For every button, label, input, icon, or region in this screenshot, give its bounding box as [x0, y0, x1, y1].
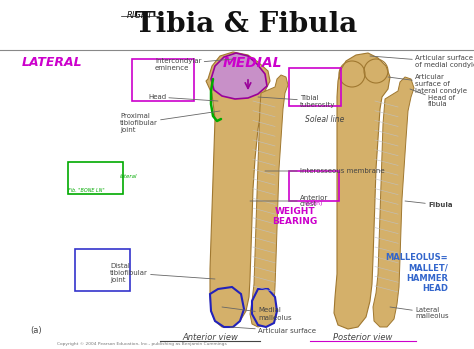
Polygon shape — [211, 53, 267, 99]
Text: WEIGHT
BEARING: WEIGHT BEARING — [273, 207, 318, 227]
Bar — [289, 171, 339, 201]
Text: Head of
fibula: Head of fibula — [410, 89, 455, 107]
Text: Anterior
crest: Anterior crest — [250, 194, 328, 208]
Bar — [289, 68, 341, 106]
Text: Anterior view: Anterior view — [182, 333, 238, 342]
Text: MEDIAL: MEDIAL — [223, 56, 283, 70]
Text: Interosseous membrane: Interosseous membrane — [265, 168, 384, 174]
Polygon shape — [250, 75, 288, 327]
Polygon shape — [210, 287, 244, 327]
Text: RIGHT: RIGHT — [127, 10, 153, 20]
Text: Soleal line: Soleal line — [305, 114, 345, 124]
Bar — [68, 162, 123, 194]
Text: Articular surface: Articular surface — [230, 327, 316, 334]
Text: Intercondylar
eminence: Intercondylar eminence — [155, 58, 233, 70]
Text: lateral: lateral — [120, 174, 137, 179]
Text: Articular surface
of medial condyle: Articular surface of medial condyle — [370, 55, 474, 68]
Text: Fib. "BONE LN": Fib. "BONE LN" — [68, 188, 105, 193]
Text: (Shin): (Shin) — [305, 201, 323, 206]
Polygon shape — [334, 53, 390, 329]
Text: Articular
surface of
lateral condyle: Articular surface of lateral condyle — [388, 74, 467, 94]
Text: Distal
tibiofibular
joint: Distal tibiofibular joint — [110, 263, 215, 283]
Text: Proximal
tibiofibular
joint: Proximal tibiofibular joint — [120, 111, 220, 133]
Bar — [75, 249, 130, 291]
Text: Fibula: Fibula — [405, 201, 453, 208]
Text: Copyright © 2004 Pearson Education, Inc., publishing as Benjamin Cummings: Copyright © 2004 Pearson Education, Inc.… — [57, 342, 227, 346]
Polygon shape — [206, 52, 270, 327]
Text: (a): (a) — [30, 327, 42, 335]
Polygon shape — [373, 77, 414, 327]
Text: Tibia & Fibula: Tibia & Fibula — [136, 12, 357, 38]
Polygon shape — [252, 289, 277, 327]
Text: Posterior view: Posterior view — [333, 333, 392, 342]
Text: MALLEOLUS=
MALLET/
HAMMER
HEAD: MALLEOLUS= MALLET/ HAMMER HEAD — [385, 253, 448, 293]
Text: Head: Head — [148, 94, 218, 101]
Bar — [132, 59, 194, 101]
Text: LATERAL: LATERAL — [22, 57, 82, 69]
Text: Lateral
malleolus: Lateral malleolus — [390, 306, 448, 319]
Text: Tibial
tuberosity: Tibial tuberosity — [258, 95, 336, 107]
Text: Medial
malleolus: Medial malleolus — [222, 307, 292, 320]
